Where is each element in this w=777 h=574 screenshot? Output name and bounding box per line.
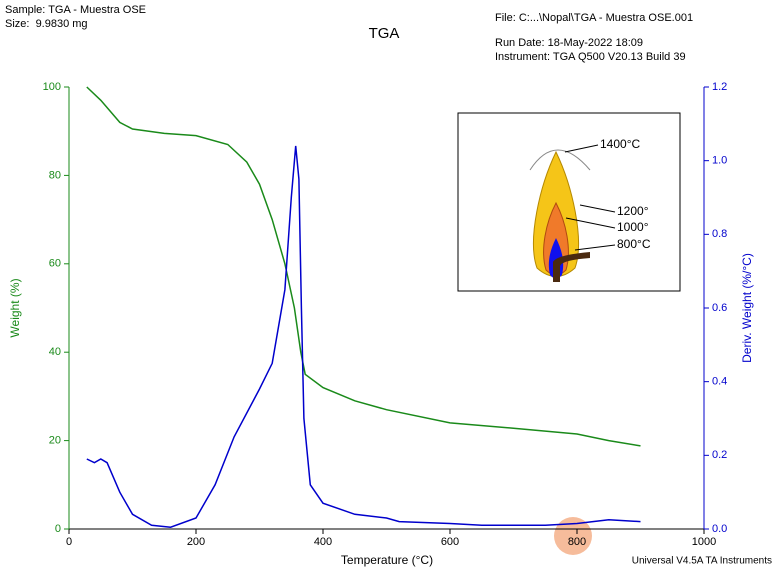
- y-tick-label: 80: [49, 169, 61, 181]
- pointer: [564, 144, 599, 153]
- series-line: [86, 86, 641, 447]
- y2-tick-label: 1.2: [712, 81, 727, 93]
- y2-tick-label: 1.0: [712, 155, 727, 167]
- x-tick-label: 0: [66, 536, 72, 548]
- header-left: Size: 9.9830 mg: [5, 18, 88, 30]
- y-tick-label: 0: [55, 523, 61, 535]
- y-tick-label: 40: [49, 346, 61, 358]
- header-right: Run Date: 18-May-2022 18:09: [495, 37, 643, 49]
- inset-label: 1200°: [617, 204, 649, 218]
- y2-axis-label: Deriv. Weight (%/°C): [740, 253, 754, 363]
- inset-label: 800°C: [617, 237, 651, 251]
- header-right: Instrument: TGA Q500 V20.13 Build 39: [495, 51, 686, 63]
- x-axis-label: Temperature (°C): [341, 553, 433, 567]
- inset-label: 1400°C: [600, 137, 640, 151]
- pointer: [565, 217, 616, 229]
- series-line: [86, 145, 641, 528]
- y2-tick-label: 0.8: [712, 228, 727, 240]
- x-tick-label: 200: [187, 536, 205, 548]
- pointer: [579, 204, 616, 213]
- highlight: [554, 517, 592, 555]
- wick: [553, 252, 590, 282]
- y2-tick-label: 0.0: [712, 523, 727, 535]
- x-tick-label: 400: [314, 536, 332, 548]
- inset: 1400°C 1200° 1000° 800°C: [457, 112, 681, 292]
- inset-label: 1000°: [617, 220, 649, 234]
- y-tick-label: 100: [43, 81, 61, 93]
- x-tick-label: 600: [441, 536, 459, 548]
- header-left: Sample: TGA - Muestra OSE: [5, 4, 146, 16]
- x-tick-label: 800: [568, 536, 586, 548]
- footer: Universal V4.5A TA Instruments: [632, 556, 772, 567]
- header-right: File: C:...\Nopal\TGA - Muestra OSE.001: [495, 12, 693, 24]
- y2-tick-label: 0.4: [712, 376, 727, 388]
- y-axis-label: Weight (%): [8, 278, 22, 337]
- flame-glow: [529, 149, 591, 171]
- y-tick-label: 60: [49, 258, 61, 270]
- chart-title: TGA: [369, 25, 400, 42]
- y-tick-label: 20: [49, 435, 61, 447]
- y2-tick-label: 0.2: [712, 449, 727, 461]
- y2-tick-label: 0.6: [712, 302, 727, 314]
- x-tick-label: 1000: [692, 536, 716, 548]
- pointer: [574, 244, 616, 251]
